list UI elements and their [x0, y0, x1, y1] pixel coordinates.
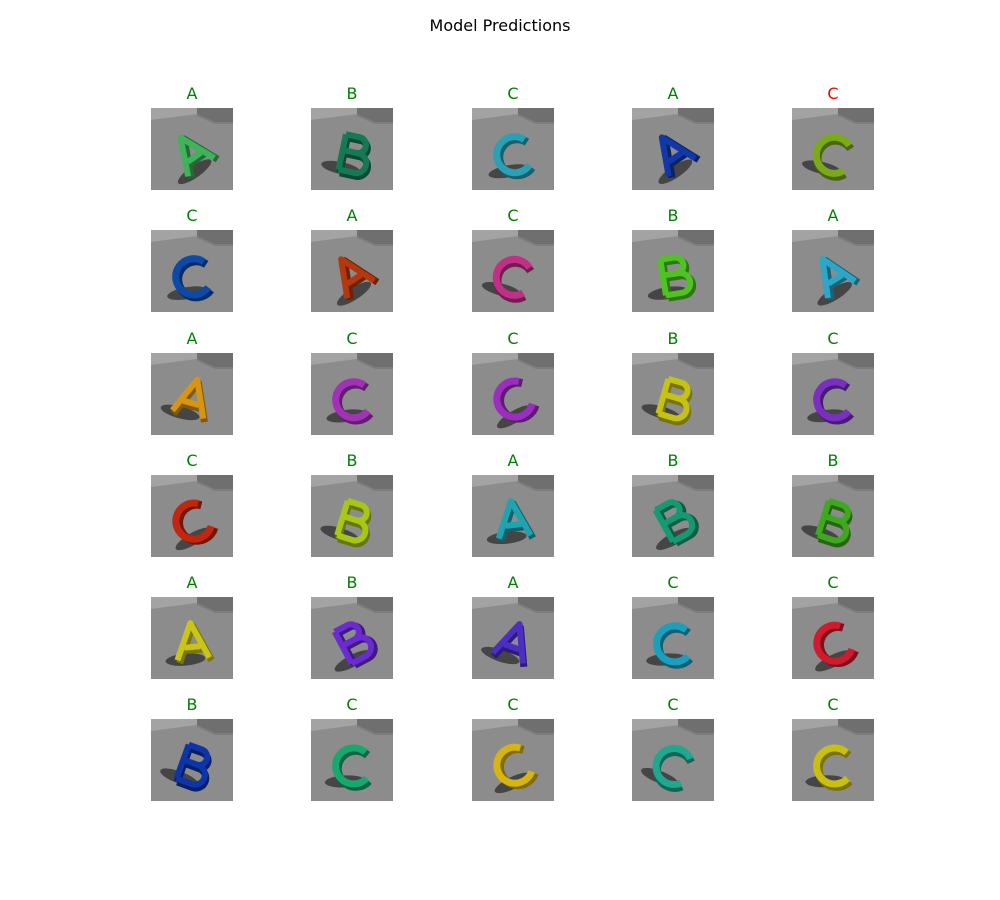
prediction-label: C	[346, 329, 358, 348]
sample-image	[151, 230, 233, 312]
prediction-label: A	[186, 573, 198, 592]
prediction-label: C	[827, 695, 839, 714]
prediction-label: C	[507, 84, 519, 103]
sample-image	[311, 108, 393, 190]
figure-title: Model Predictions	[429, 16, 571, 35]
prediction-label: C	[827, 329, 839, 348]
sample-image	[792, 230, 874, 312]
sample-image	[472, 353, 554, 435]
sample-image	[311, 230, 393, 312]
prediction-label: C	[827, 84, 839, 103]
prediction-label: B	[667, 451, 679, 470]
prediction-label: C	[827, 573, 839, 592]
sample-image	[311, 597, 393, 679]
prediction-label: B	[667, 329, 679, 348]
prediction-label: C	[507, 206, 519, 225]
sample-image	[472, 597, 554, 679]
sample-image	[632, 108, 714, 190]
prediction-label: A	[507, 573, 519, 592]
sample-image	[151, 108, 233, 190]
sample-image	[151, 719, 233, 801]
prediction-label: C	[507, 695, 519, 714]
sample-image	[792, 597, 874, 679]
sample-image	[792, 108, 874, 190]
prediction-label: A	[346, 206, 358, 225]
prediction-label: C	[186, 206, 198, 225]
prediction-label: A	[507, 451, 519, 470]
prediction-label: C	[507, 329, 519, 348]
prediction-label: B	[827, 451, 839, 470]
sample-image	[311, 475, 393, 557]
prediction-label: A	[667, 84, 679, 103]
prediction-label: B	[346, 84, 358, 103]
prediction-label: C	[346, 695, 358, 714]
sample-image	[151, 597, 233, 679]
sample-image	[632, 353, 714, 435]
prediction-label: B	[186, 695, 198, 714]
sample-image	[151, 475, 233, 557]
prediction-label: B	[346, 451, 358, 470]
sample-image	[472, 475, 554, 557]
sample-image	[472, 108, 554, 190]
sample-image	[792, 719, 874, 801]
prediction-label: C	[186, 451, 198, 470]
prediction-label: A	[186, 329, 198, 348]
sample-image	[151, 353, 233, 435]
sample-image	[632, 230, 714, 312]
prediction-label: A	[827, 206, 839, 225]
sample-image	[792, 475, 874, 557]
prediction-label: B	[346, 573, 358, 592]
sample-image	[632, 475, 714, 557]
sample-image	[632, 597, 714, 679]
sample-image	[792, 353, 874, 435]
prediction-label: A	[186, 84, 198, 103]
prediction-label: C	[667, 573, 679, 592]
sample-image	[472, 719, 554, 801]
prediction-label: B	[667, 206, 679, 225]
sample-image	[472, 230, 554, 312]
sample-image	[632, 719, 714, 801]
sample-image	[311, 719, 393, 801]
sample-image	[311, 353, 393, 435]
prediction-label: C	[667, 695, 679, 714]
